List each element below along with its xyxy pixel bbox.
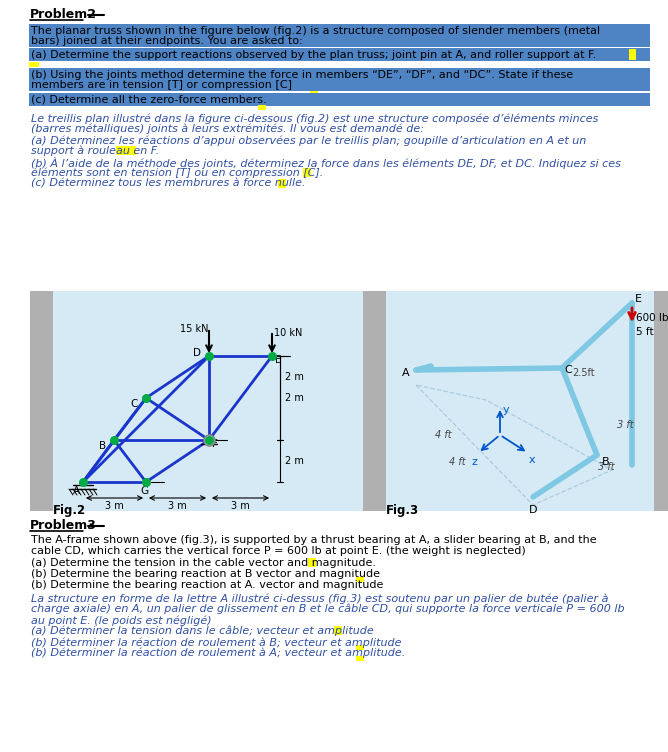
Text: A: A [73, 486, 80, 496]
Text: z: z [472, 457, 478, 467]
Bar [356, 656, 364, 661]
Bar [29, 24, 650, 47]
Text: B: B [602, 457, 610, 467]
Text: C: C [564, 365, 572, 375]
Text: 15 kN: 15 kN [180, 324, 208, 334]
Text: C: C [131, 399, 138, 409]
Text: 5 ft: 5 ft [636, 327, 653, 337]
Text: au point E. (le poids est négligé): au point E. (le poids est négligé) [31, 615, 212, 626]
Text: 4 ft: 4 ft [435, 430, 452, 440]
Text: A: A [402, 368, 409, 378]
Text: (b) Using the joints method determine the force in members “DE”, “DF”, and “DC”.: (b) Using the joints method determine th… [31, 69, 573, 80]
Text: The A-frame shown above (fig.3), is supported by a thrust bearing at A, a slider: The A-frame shown above (fig.3), is supp… [31, 535, 597, 545]
Text: (b) Déterminer la réaction de roulement à A; vecteur et amplitude.: (b) Déterminer la réaction de roulement … [31, 648, 405, 659]
Text: G: G [140, 486, 148, 496]
Text: 2 m: 2 m [285, 393, 304, 403]
Bar [53, 291, 363, 511]
Text: F: F [212, 439, 218, 449]
Bar [29, 93, 650, 106]
Bar [356, 577, 364, 582]
Bar [363, 291, 386, 511]
Bar [308, 558, 316, 567]
Bar [629, 49, 636, 60]
Text: (b) À l’aide de la méthode des joints, déterminez la force dans les éléments DE,: (b) À l’aide de la méthode des joints, d… [31, 157, 621, 169]
Text: 2.5ft: 2.5ft [572, 368, 595, 378]
Text: (b) Determine the bearing reaction at B vector and magnitude: (b) Determine the bearing reaction at B … [31, 569, 380, 579]
Text: 3 m: 3 m [168, 501, 187, 511]
Text: (a) Determine the support reactions observed by the plan truss; joint pin at A, : (a) Determine the support reactions obse… [31, 50, 597, 59]
Text: 3 ft: 3 ft [598, 462, 615, 472]
Text: 3 m: 3 m [231, 501, 250, 511]
Bar [258, 105, 266, 110]
Bar [30, 291, 53, 511]
Text: La structure en forme de la lettre A illustré ci-dessus (fig.3) est soutenu par : La structure en forme de la lettre A ill… [31, 593, 609, 604]
Text: support à rouleau en F.: support à rouleau en F. [31, 146, 159, 156]
Text: D: D [529, 505, 538, 515]
Text: y: y [503, 405, 510, 415]
Bar [654, 291, 668, 511]
Bar [29, 68, 650, 91]
Text: (b) Déterminer la réaction de roulement à B; vecteur et amplitude: (b) Déterminer la réaction de roulement … [31, 637, 401, 647]
Text: 600 lb: 600 lb [636, 313, 668, 323]
Text: Fig.3: Fig.3 [386, 504, 419, 517]
Text: 3 m: 3 m [105, 501, 124, 511]
Text: D: D [193, 348, 201, 358]
Text: 4 ft: 4 ft [449, 457, 466, 467]
Bar [356, 645, 364, 650]
Text: (barres métalliques) joints à leurs extrémités. Il vous est demandé de:: (barres métalliques) joints à leurs extr… [31, 124, 424, 135]
Text: charge axiale) en A, un palier de glissement en B et le câble CD, qui supporte l: charge axiale) en A, un palier de glisse… [31, 604, 625, 614]
Text: Fig.2: Fig.2 [53, 504, 86, 517]
Text: (a) Déterminez les réactions d’appui observées par le treillis plan; goupille d’: (a) Déterminez les réactions d’appui obs… [31, 135, 587, 145]
Text: 2 m: 2 m [285, 456, 304, 466]
Bar [310, 91, 318, 96]
Text: (b) Determine the bearing reaction at A. vector and magnitude: (b) Determine the bearing reaction at A.… [31, 580, 383, 590]
Text: Problem2: Problem2 [30, 8, 97, 21]
Text: 10 kN: 10 kN [274, 328, 303, 338]
Text: The planar truss shown in the figure below (fig.2) is a structure composed of sl: The planar truss shown in the figure bel… [31, 26, 600, 36]
Text: (c) Determine all the zero-force members.: (c) Determine all the zero-force members… [31, 95, 267, 105]
Text: x: x [529, 455, 536, 465]
Text: bars) joined at their endpoints. You are asked to:: bars) joined at their endpoints. You are… [31, 36, 303, 46]
Bar [334, 626, 342, 635]
Bar [303, 168, 311, 177]
Text: Le treillis plan illustré dans la figure ci-dessous (fig.2) est une structure co: Le treillis plan illustré dans la figure… [31, 113, 599, 123]
Text: E: E [635, 294, 642, 304]
Bar [116, 146, 136, 155]
Text: (c) Déterminez tous les membrures à force nulle.: (c) Déterminez tous les membrures à forc… [31, 179, 305, 189]
Text: 2 m: 2 m [285, 372, 304, 382]
Text: 3 ft: 3 ft [617, 420, 634, 430]
Bar [386, 291, 654, 511]
Bar [278, 179, 286, 188]
Bar [29, 62, 39, 67]
Text: E: E [275, 355, 281, 365]
Text: members are in tension [T] or compression [C]: members are in tension [T] or compressio… [31, 80, 292, 89]
Text: Problem3: Problem3 [30, 519, 97, 532]
Bar [29, 48, 650, 61]
Text: (a) Déterminer la tension dans le câble; vecteur et amplitude: (a) Déterminer la tension dans le câble;… [31, 626, 374, 636]
Text: B: B [99, 441, 106, 451]
Text: (a) Determine the tension in the cable vector and magnitude.: (a) Determine the tension in the cable v… [31, 558, 376, 568]
Text: cable CD, which carries the vertical force P = 600 lb at point E. (the weight is: cable CD, which carries the vertical for… [31, 546, 526, 556]
Text: éléments sont en tension [T] ou en compression [C].: éléments sont en tension [T] ou en compr… [31, 168, 323, 178]
